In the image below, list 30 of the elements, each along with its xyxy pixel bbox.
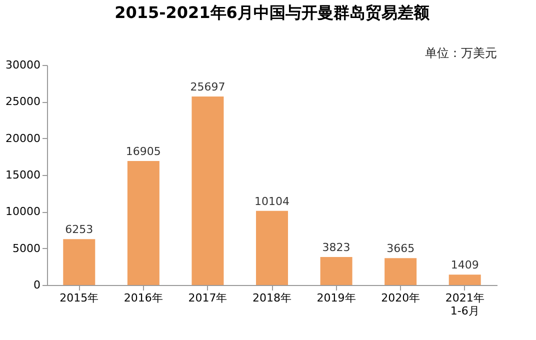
y-tick-label: 10000 <box>6 205 40 218</box>
text: 单位：万美元 <box>425 46 497 60</box>
data-label: 6253 <box>65 223 94 236</box>
data-label: 1409 <box>450 258 479 272</box>
x-tick-label: 2021年 1-6月 <box>445 292 484 318</box>
data-label: 3823 <box>322 240 350 254</box>
y-tick-label: 30000 <box>6 58 40 72</box>
x-tick-label: 2017年 <box>188 292 228 304</box>
y-tick-label: 25000 <box>6 95 40 108</box>
bar <box>256 210 288 285</box>
bar <box>127 161 160 285</box>
bar <box>63 239 96 285</box>
bar <box>320 256 352 285</box>
data-label: 3665 <box>386 242 415 256</box>
x-tick-label: 2019年 <box>316 292 356 304</box>
y-tick-label: 5000 <box>12 242 40 255</box>
y-tick-label: 20000 <box>6 132 40 145</box>
x-tick-label: 2015年 <box>60 292 99 304</box>
x-tick-label: 2018年 <box>252 292 292 304</box>
x-tick-label: 2016年 <box>124 292 163 304</box>
y-tick-label: 0 <box>34 278 40 292</box>
bar <box>448 274 481 285</box>
bar <box>384 258 417 285</box>
data-label: 10104 <box>254 194 290 208</box>
data-label: 16905 <box>126 145 161 158</box>
x-tick-label: 2020年 <box>381 292 420 304</box>
data-label: 25697 <box>190 80 226 94</box>
bar <box>192 96 224 285</box>
chart-title: 2015-2021年6月中国与开曼群岛贸易差额 <box>114 3 430 22</box>
y-tick-label: 15000 <box>6 168 40 182</box>
